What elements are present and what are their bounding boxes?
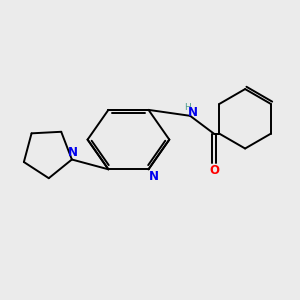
Text: O: O: [209, 164, 219, 177]
Text: N: N: [68, 146, 78, 159]
Text: N: N: [188, 106, 197, 119]
Text: N: N: [149, 170, 159, 183]
Text: H: H: [184, 103, 191, 112]
